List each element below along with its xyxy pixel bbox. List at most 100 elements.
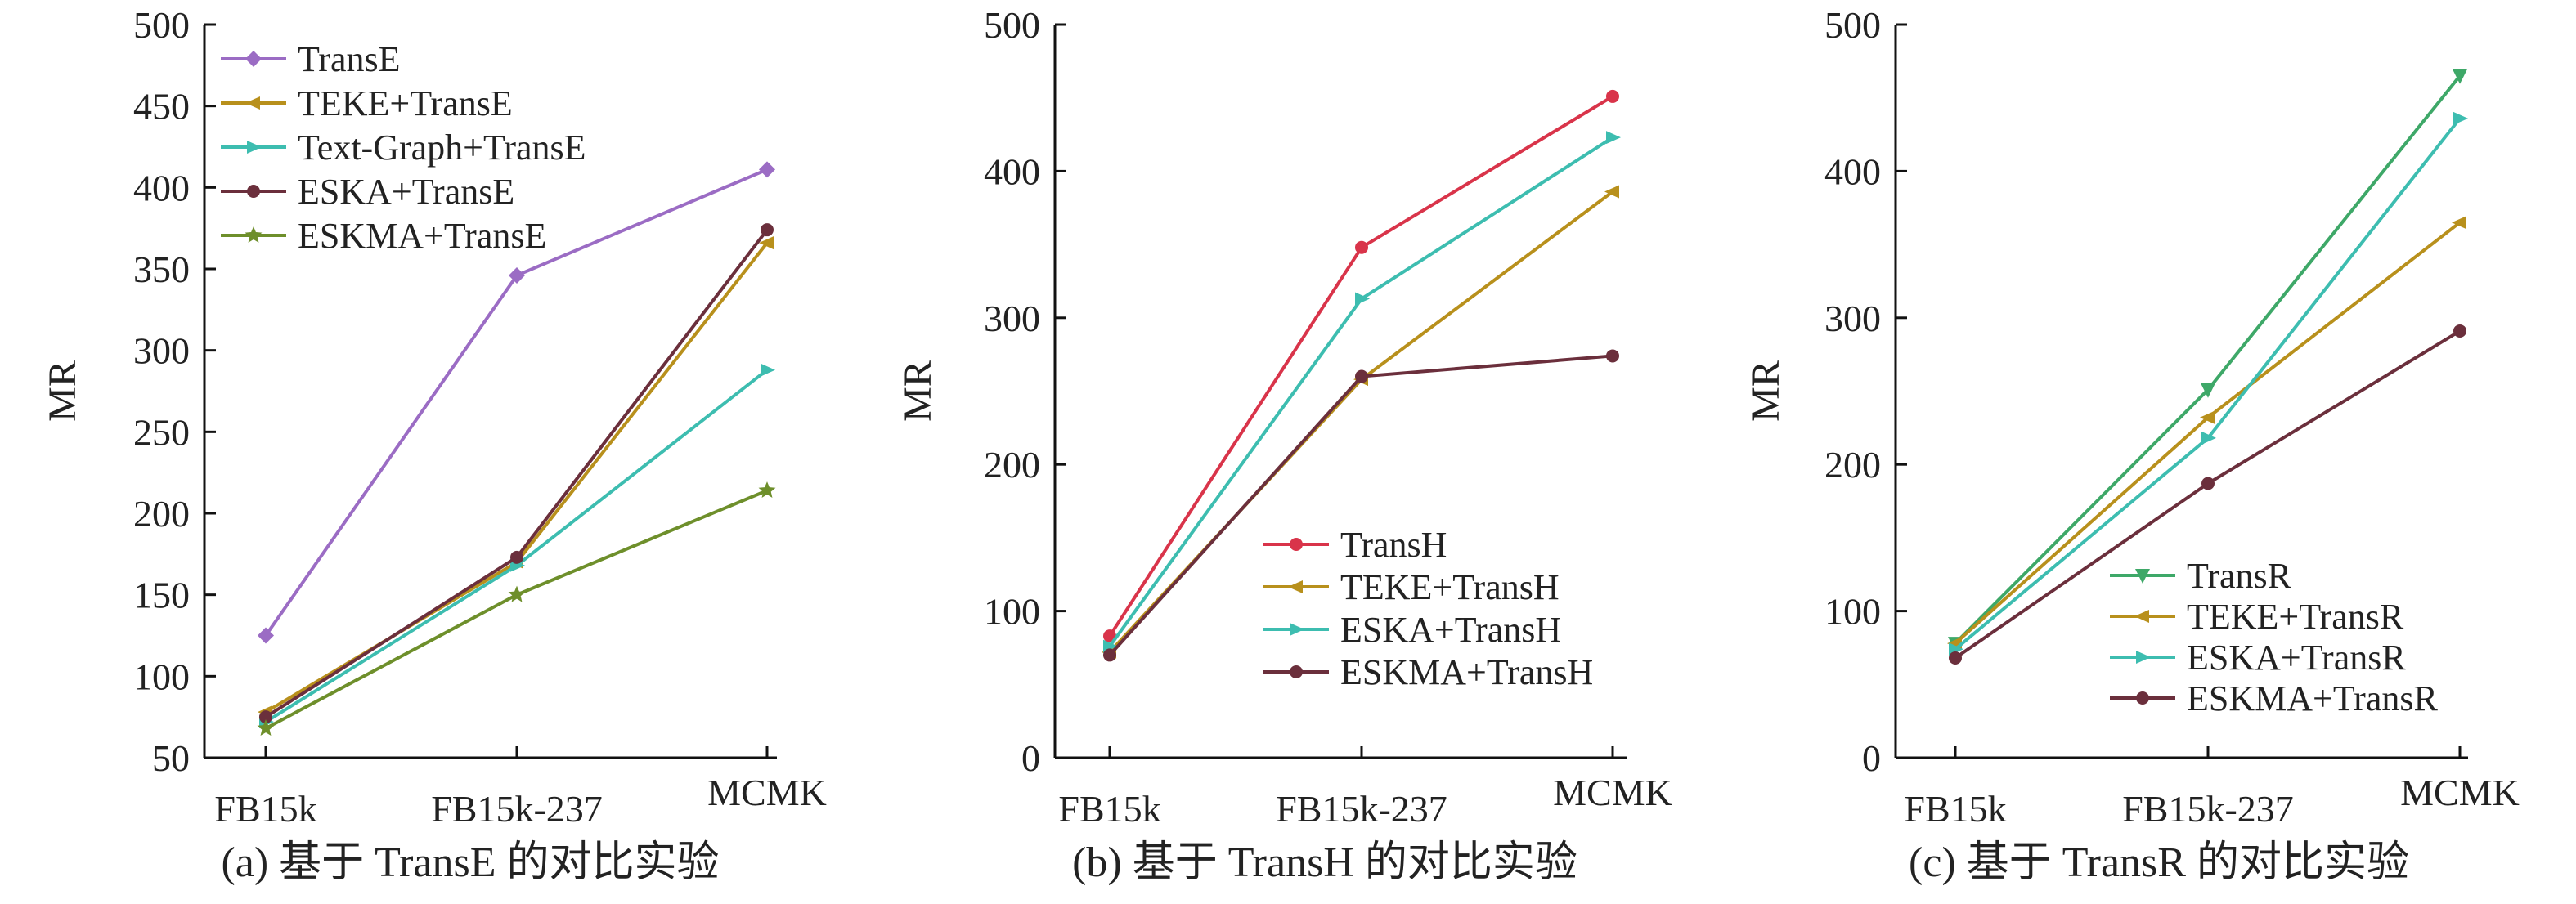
series-line-eska-transe xyxy=(264,228,769,719)
x-tick-label: FB15k xyxy=(214,788,316,830)
data-point xyxy=(2453,111,2468,125)
y-tick-label: 200 xyxy=(133,493,190,535)
y-tick-label: 200 xyxy=(1824,444,1881,486)
chart-panel-2: 0 100 200 300 400 500 FB15k FB15k-237 MCMK MR Tran… xyxy=(896,4,1672,886)
y-tick-label: 100 xyxy=(1824,591,1881,633)
x-tick-label: MCMK xyxy=(1553,772,1672,813)
legend-label: ESKA+TransH xyxy=(1340,610,1561,650)
legend-marker xyxy=(247,185,260,198)
y-tick-label: 500 xyxy=(133,4,190,46)
chart-panel-3: 0 100 200 300 400 500 FB15k FB15k-237 MCMK MR Tran… xyxy=(1744,4,2520,886)
data-point xyxy=(1606,89,1619,103)
data-point xyxy=(257,719,275,736)
data-point xyxy=(1355,292,1370,306)
legend-label: TransH xyxy=(1340,525,1447,565)
y-tick-label: 300 xyxy=(133,330,190,372)
legend-marker xyxy=(1290,623,1304,636)
x-tick-label: FB15k-237 xyxy=(2122,788,2294,830)
data-point xyxy=(758,481,776,498)
legend-marker xyxy=(1290,538,1303,551)
data-point xyxy=(2453,69,2467,84)
y-tick-label: 250 xyxy=(133,411,190,453)
legend-label: TransE xyxy=(298,39,401,79)
legend-label: Text-Graph+TransE xyxy=(298,128,586,168)
legend-marker xyxy=(2134,610,2149,623)
chart-caption: (a) 基于 TransE 的对比实验 xyxy=(221,839,719,886)
data-point xyxy=(1355,240,1368,254)
data-point xyxy=(759,161,775,178)
data-point xyxy=(508,585,526,602)
series-line-teke-transe xyxy=(264,241,769,714)
y-tick-label: 500 xyxy=(984,4,1040,46)
y-tick-label: 50 xyxy=(152,737,190,779)
legend-label: ESKMA+TransE xyxy=(298,216,546,256)
legend-label: ESKMA+TransR xyxy=(2187,678,2438,718)
y-tick-label: 400 xyxy=(984,150,1040,192)
data-point xyxy=(510,550,523,564)
legend-marker xyxy=(245,51,262,67)
y-tick-label: 100 xyxy=(984,591,1040,633)
data-point xyxy=(1355,369,1368,383)
x-tick-label: MCMK xyxy=(2400,772,2520,813)
data-point xyxy=(1949,651,1962,665)
y-tick-label: 400 xyxy=(133,167,190,208)
data-point xyxy=(761,363,775,377)
y-tick-label: 400 xyxy=(1824,150,1881,192)
legend-marker xyxy=(1290,665,1303,678)
data-point xyxy=(1103,648,1116,662)
legend-label: TEKE+TransH xyxy=(1340,567,1560,607)
legend-marker xyxy=(1288,580,1303,593)
y-tick-label: 450 xyxy=(133,86,190,128)
data-point xyxy=(2201,477,2215,490)
chart-caption: (b) 基于 TransH 的对比实验 xyxy=(1072,839,1577,886)
legend-label: ESKA+TransR xyxy=(2187,638,2406,678)
data-point xyxy=(1604,185,1619,199)
y-tick-label: 0 xyxy=(1862,737,1881,779)
x-tick-label: FB15k-237 xyxy=(1276,788,1447,830)
data-point xyxy=(2201,383,2215,398)
data-point xyxy=(509,266,525,284)
legend-label: ESKMA+TransH xyxy=(1340,652,1593,692)
legend-marker xyxy=(2135,569,2150,584)
y-axis-label: MR xyxy=(896,360,940,422)
legend-label: TEKE+TransR xyxy=(2187,597,2404,637)
data-point xyxy=(2201,431,2216,445)
y-tick-label: 100 xyxy=(133,656,190,697)
legend-label: ESKA+TransE xyxy=(298,172,514,212)
data-point xyxy=(2453,324,2466,338)
data-point xyxy=(2200,410,2215,424)
y-tick-label: 150 xyxy=(133,575,190,616)
y-tick-label: 200 xyxy=(984,444,1040,486)
legend-marker xyxy=(247,141,262,154)
y-axis-label: MR xyxy=(1744,360,1788,422)
data-point xyxy=(258,627,274,644)
legend-marker xyxy=(245,226,263,243)
legend-marker xyxy=(2136,651,2151,664)
legend-label: TEKE+TransE xyxy=(298,83,513,123)
legend-marker xyxy=(2136,691,2149,705)
legend-label: TransR xyxy=(2187,556,2292,596)
data-point xyxy=(759,236,774,250)
data-point xyxy=(259,710,272,724)
x-tick-label: FB15k xyxy=(1058,788,1160,830)
legend-marker xyxy=(245,96,260,110)
data-point xyxy=(761,223,774,237)
data-point xyxy=(2452,216,2466,230)
x-tick-label: MCMK xyxy=(707,772,827,813)
y-axis-label: MR xyxy=(41,360,84,422)
x-tick-label: FB15k xyxy=(1904,788,2006,830)
y-tick-label: 0 xyxy=(1021,737,1040,779)
data-point xyxy=(1606,349,1619,363)
chart-caption: (c) 基于 TransR 的对比实验 xyxy=(1909,839,2409,886)
chart-panel-1: 50 100 150 200 250 300 350 400 450 500 FB15k FB15k-… xyxy=(41,4,827,886)
y-tick-label: 500 xyxy=(1824,4,1881,46)
x-tick-label: FB15k-237 xyxy=(431,788,603,830)
y-tick-label: 350 xyxy=(133,248,190,290)
y-tick-label: 300 xyxy=(1824,298,1881,339)
y-tick-label: 300 xyxy=(984,298,1040,339)
